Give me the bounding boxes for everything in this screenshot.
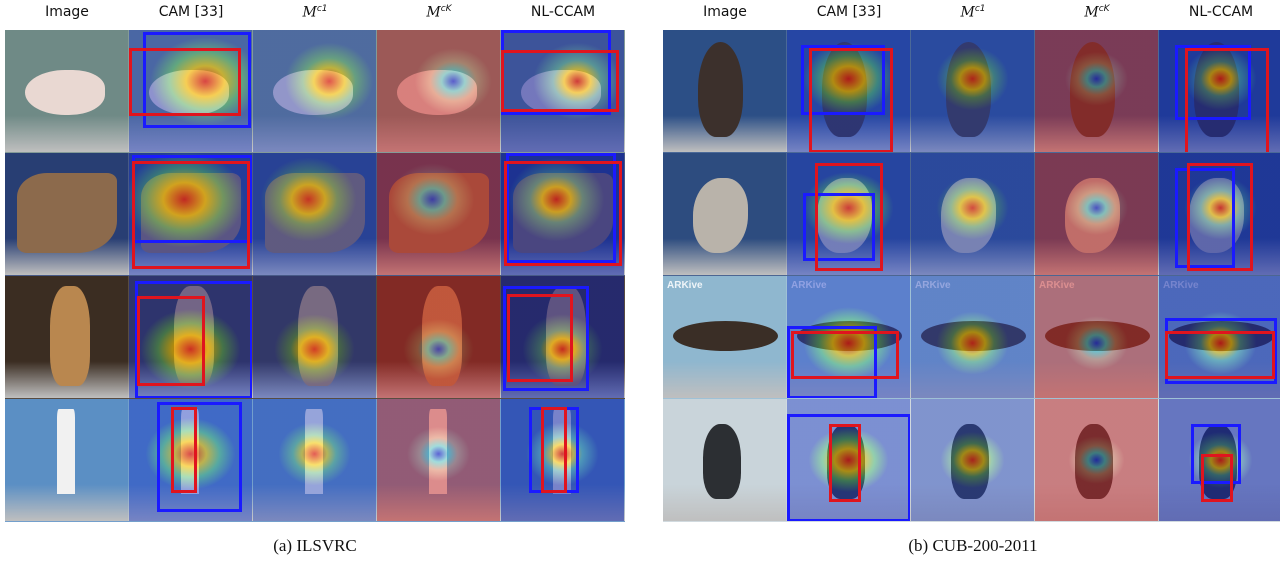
watermark-logo: ARKive	[667, 280, 703, 291]
cell-revolver-col0	[5, 153, 129, 276]
predicted-box	[157, 402, 242, 512]
cell-revolver-col2	[253, 153, 377, 276]
crow-object	[1075, 424, 1113, 499]
meerkat-object	[422, 286, 462, 386]
cell-axolotl-col3	[377, 30, 501, 153]
meerkat-object	[298, 286, 338, 386]
cell-lighthouse-col1	[129, 399, 253, 522]
revolver-object	[17, 173, 117, 253]
crow-object	[951, 424, 989, 499]
axolotl-object	[521, 70, 601, 115]
crow-object	[827, 424, 865, 499]
gull-object	[941, 178, 996, 253]
cell-flying-bird-col3: ARKive	[1035, 276, 1159, 399]
lighthouse-object	[57, 409, 75, 494]
cell-flying-bird-col2: ARKive	[911, 276, 1035, 399]
header-nlccam: NL-CCAM	[530, 4, 596, 20]
cell-crow-col4	[1159, 399, 1280, 522]
lighthouse-object	[429, 409, 447, 494]
cell-axolotl-col2	[253, 30, 377, 153]
cell-crow-col0	[663, 399, 787, 522]
axolotl-object	[149, 70, 229, 115]
cell-crow-col2	[911, 399, 1035, 522]
cell-albatross-col0	[663, 30, 787, 153]
revolver-object	[265, 173, 365, 253]
header-mc1: Mc1	[960, 4, 986, 21]
header-cam: CAM [33]	[816, 4, 882, 20]
cell-lighthouse-col4	[501, 399, 625, 522]
header-mck: McK	[426, 4, 452, 21]
lighthouse-object	[553, 409, 571, 494]
header-cam: CAM [33]	[158, 4, 224, 20]
watermark-logo: ARKive	[1163, 280, 1199, 291]
crow-object	[1199, 424, 1237, 499]
meerkat-object	[546, 286, 586, 386]
caption: (a) ILSVRC	[273, 536, 357, 555]
cell-meerkat-col3	[377, 276, 501, 399]
gull-object	[817, 178, 872, 253]
crow-object	[703, 424, 741, 499]
revolver-object	[389, 173, 489, 253]
cell-meerkat-col1	[129, 276, 253, 399]
cell-meerkat-col2	[253, 276, 377, 399]
cell-axolotl-col4	[501, 30, 625, 153]
lighthouse-object	[305, 409, 323, 494]
watermark-logo: ARKive	[791, 280, 827, 291]
axolotl-object	[397, 70, 477, 115]
cell-lighthouse-col2	[253, 399, 377, 522]
albatross-object	[1194, 42, 1239, 137]
header-mc1: Mc1	[302, 4, 328, 21]
header-image: Image	[703, 4, 747, 20]
cell-revolver-col3	[377, 153, 501, 276]
watermark-logo: ARKive	[915, 280, 951, 291]
cell-gull-col2	[911, 153, 1035, 276]
header-mck: McK	[1084, 4, 1110, 21]
cell-gull-col4	[1159, 153, 1280, 276]
cell-axolotl-col0	[5, 30, 129, 153]
cell-gull-col1	[787, 153, 911, 276]
header-image: Image	[45, 4, 89, 20]
watermark-logo: ARKive	[1039, 280, 1075, 291]
cell-flying-bird-col4: ARKive	[1159, 276, 1280, 399]
meerkat-object	[174, 286, 214, 386]
gull-object	[1065, 178, 1120, 253]
cell-axolotl-col1	[129, 30, 253, 153]
cell-gull-col0	[663, 153, 787, 276]
cell-flying-bird-col0: ARKive	[663, 276, 787, 399]
cell-gull-col3	[1035, 153, 1159, 276]
cell-albatross-col1	[787, 30, 911, 153]
flying-bird-object	[921, 321, 1026, 351]
albatross-object	[698, 42, 743, 137]
revolver-object	[513, 173, 613, 253]
cell-crow-col1	[787, 399, 911, 522]
cell-lighthouse-col3	[377, 399, 501, 522]
caption: (b) CUB-200-2011	[908, 536, 1038, 555]
axolotl-object	[25, 70, 105, 115]
header-nlccam: NL-CCAM	[1188, 4, 1254, 20]
gull-object	[1189, 178, 1244, 253]
cell-flying-bird-col1: ARKive	[787, 276, 911, 399]
flying-bird-object	[1045, 321, 1150, 351]
cell-meerkat-col0	[5, 276, 129, 399]
cell-lighthouse-col0	[5, 399, 129, 522]
flying-bird-object	[673, 321, 778, 351]
cell-albatross-col2	[911, 30, 1035, 153]
albatross-object	[822, 42, 867, 137]
cell-revolver-col1	[129, 153, 253, 276]
gull-object	[693, 178, 748, 253]
albatross-object	[1070, 42, 1115, 137]
revolver-object	[141, 173, 241, 253]
cell-crow-col3	[1035, 399, 1159, 522]
flying-bird-object	[1169, 321, 1274, 351]
flying-bird-object	[797, 321, 902, 351]
cell-albatross-col3	[1035, 30, 1159, 153]
cell-revolver-col4	[501, 153, 625, 276]
albatross-object	[946, 42, 991, 137]
lighthouse-object	[181, 409, 199, 494]
cell-albatross-col4	[1159, 30, 1280, 153]
cell-meerkat-col4	[501, 276, 625, 399]
axolotl-object	[273, 70, 353, 115]
meerkat-object	[50, 286, 90, 386]
